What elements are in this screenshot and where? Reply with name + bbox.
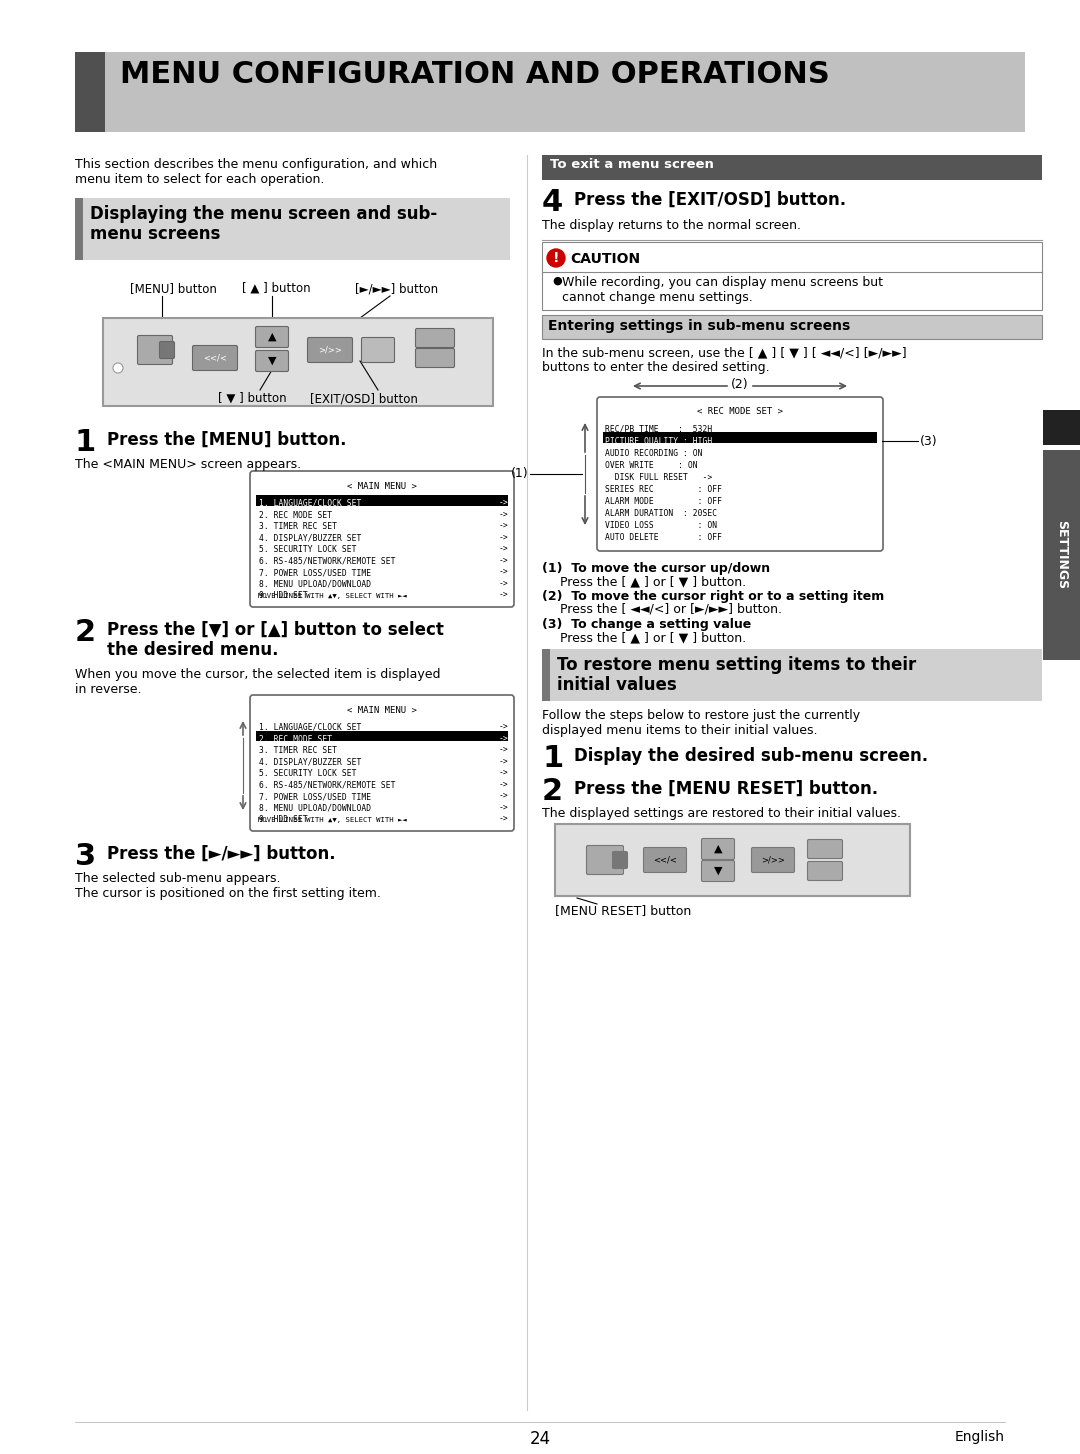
Text: 1. LANGUAGE/CLOCK SET: 1. LANGUAGE/CLOCK SET (259, 499, 362, 507)
Text: ●: ● (552, 276, 562, 286)
Text: 3. TIMER REC SET: 3. TIMER REC SET (259, 522, 337, 531)
Text: Press the [EXIT/OSD] button.: Press the [EXIT/OSD] button. (573, 190, 846, 209)
Text: OVER WRITE     : ON: OVER WRITE : ON (605, 461, 698, 470)
Text: 2: 2 (542, 776, 563, 806)
Text: ->: -> (498, 804, 508, 813)
Text: ->: -> (498, 510, 508, 519)
Text: ->: -> (498, 746, 508, 755)
FancyBboxPatch shape (555, 824, 910, 896)
FancyBboxPatch shape (75, 52, 105, 132)
Text: ->: -> (498, 816, 508, 824)
Text: To exit a menu screen: To exit a menu screen (550, 158, 714, 172)
FancyBboxPatch shape (256, 327, 288, 348)
Text: The cursor is positioned on the first setting item.: The cursor is positioned on the first se… (75, 887, 381, 900)
FancyBboxPatch shape (256, 350, 288, 372)
FancyBboxPatch shape (702, 861, 734, 881)
Text: in reverse.: in reverse. (75, 683, 141, 696)
Text: (2): (2) (731, 378, 748, 391)
Text: (3)  To change a setting value: (3) To change a setting value (542, 618, 752, 631)
Text: ->: -> (498, 734, 508, 743)
FancyBboxPatch shape (1043, 449, 1080, 660)
Text: 1: 1 (542, 744, 564, 774)
Text: ->: -> (498, 792, 508, 801)
FancyBboxPatch shape (256, 494, 508, 506)
Text: <</<: <</< (203, 353, 227, 362)
Text: menu screens: menu screens (90, 225, 220, 243)
Text: 7. POWER LOSS/USED TIME: 7. POWER LOSS/USED TIME (259, 792, 372, 801)
Text: PICTURE QUALITY : HIGH: PICTURE QUALITY : HIGH (605, 436, 712, 445)
Text: 4: 4 (542, 188, 564, 217)
FancyBboxPatch shape (416, 329, 455, 348)
Text: In the sub-menu screen, use the [ ▲ ] [ ▼ ] [ ◄◄/<] [►/►►]: In the sub-menu screen, use the [ ▲ ] [ … (542, 346, 906, 359)
Text: The selected sub-menu appears.: The selected sub-menu appears. (75, 872, 281, 885)
FancyBboxPatch shape (808, 862, 842, 881)
Text: >/>>: >/>> (319, 346, 342, 355)
FancyBboxPatch shape (808, 839, 842, 858)
Text: 6. RS-485/NETWORK/REMOTE SET: 6. RS-485/NETWORK/REMOTE SET (259, 781, 395, 790)
FancyBboxPatch shape (160, 342, 175, 359)
Text: 5. SECURITY LOCK SET: 5. SECURITY LOCK SET (259, 769, 356, 778)
FancyBboxPatch shape (1043, 410, 1080, 445)
Text: ->: -> (498, 499, 508, 507)
Text: <</<: <</< (653, 855, 677, 865)
Text: !: ! (553, 252, 559, 265)
Text: The <MAIN MENU> screen appears.: The <MAIN MENU> screen appears. (75, 458, 301, 471)
Text: [ ▲ ] button: [ ▲ ] button (242, 282, 311, 295)
FancyBboxPatch shape (308, 337, 352, 362)
Text: SETTINGS: SETTINGS (1055, 521, 1068, 589)
Text: ▲: ▲ (714, 843, 723, 853)
Text: 3. TIMER REC SET: 3. TIMER REC SET (259, 746, 337, 755)
FancyBboxPatch shape (75, 198, 510, 260)
Text: (1): (1) (511, 468, 528, 480)
Text: ->: -> (498, 758, 508, 766)
FancyBboxPatch shape (612, 852, 627, 868)
Text: 2. REC MODE SET: 2. REC MODE SET (259, 734, 333, 743)
Text: CAUTION: CAUTION (570, 252, 640, 266)
Text: (1)  To move the cursor up/down: (1) To move the cursor up/down (542, 563, 770, 574)
FancyBboxPatch shape (603, 432, 877, 443)
Text: ->: -> (498, 723, 508, 731)
FancyBboxPatch shape (752, 848, 795, 872)
Text: displayed menu items to their initial values.: displayed menu items to their initial va… (542, 724, 818, 737)
FancyBboxPatch shape (192, 346, 238, 371)
FancyBboxPatch shape (249, 471, 514, 606)
Text: < MAIN MENU >: < MAIN MENU > (347, 707, 417, 715)
Text: When you move the cursor, the selected item is displayed: When you move the cursor, the selected i… (75, 667, 441, 680)
Text: (3): (3) (920, 435, 937, 448)
FancyBboxPatch shape (256, 730, 508, 742)
Text: REC/PB TIME    :  532H: REC/PB TIME : 532H (605, 425, 712, 433)
Text: 8. MENU UPLOAD/DOWNLOAD: 8. MENU UPLOAD/DOWNLOAD (259, 804, 372, 813)
Text: [MENU RESET] button: [MENU RESET] button (555, 904, 691, 917)
Text: 2. REC MODE SET: 2. REC MODE SET (259, 510, 333, 519)
Text: While recording, you can display menu screens but: While recording, you can display menu sc… (562, 276, 883, 289)
Text: Press the [►/►►] button.: Press the [►/►►] button. (107, 845, 336, 864)
Text: buttons to enter the desired setting.: buttons to enter the desired setting. (542, 361, 770, 374)
FancyBboxPatch shape (644, 848, 687, 872)
Text: 3: 3 (75, 842, 96, 871)
Text: ->: -> (498, 580, 508, 589)
Text: [EXIT/OSD] button: [EXIT/OSD] button (310, 393, 418, 406)
FancyBboxPatch shape (416, 349, 455, 368)
FancyBboxPatch shape (542, 241, 1042, 310)
Text: ->: -> (498, 534, 508, 542)
FancyBboxPatch shape (137, 336, 173, 365)
Text: AUDIO RECORDING : ON: AUDIO RECORDING : ON (605, 448, 702, 458)
Text: 4. DISPLAY/BUZZER SET: 4. DISPLAY/BUZZER SET (259, 758, 362, 766)
Text: Press the [ ◄◄/<] or [►/►►] button.: Press the [ ◄◄/<] or [►/►►] button. (561, 603, 782, 616)
Text: ALARM MODE         : OFF: ALARM MODE : OFF (605, 496, 723, 506)
Text: initial values: initial values (557, 676, 677, 694)
Text: Display the desired sub-menu screen.: Display the desired sub-menu screen. (573, 747, 928, 765)
FancyBboxPatch shape (597, 397, 883, 551)
Text: the desired menu.: the desired menu. (107, 641, 279, 659)
FancyBboxPatch shape (542, 316, 1042, 339)
Text: 9. HDD SET: 9. HDD SET (259, 816, 308, 824)
Text: VIDEO LOSS         : ON: VIDEO LOSS : ON (605, 521, 717, 529)
Text: Displaying the menu screen and sub-: Displaying the menu screen and sub- (90, 205, 437, 222)
Text: < MAIN MENU >: < MAIN MENU > (347, 481, 417, 491)
FancyBboxPatch shape (75, 52, 1025, 132)
FancyBboxPatch shape (586, 845, 623, 874)
Text: >/>>: >/>> (761, 855, 785, 865)
Text: English: English (955, 1429, 1005, 1444)
FancyBboxPatch shape (75, 198, 83, 260)
